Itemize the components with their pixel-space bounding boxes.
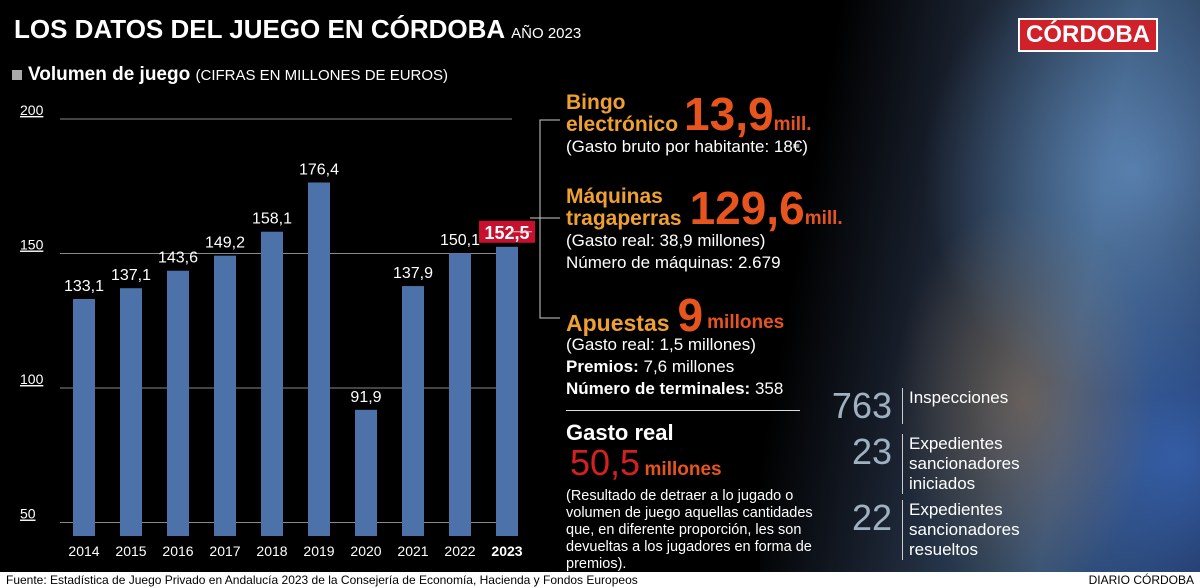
maquinas-note1: (Gasto real: 38,9 millones) (566, 231, 766, 250)
y-tick-label: 100 (20, 371, 44, 387)
bingo-value: 13,9 (684, 88, 774, 140)
data-label: 143,6 (158, 250, 198, 267)
bingo-block: Bingo electrónico 13,9 mill. (Gasto bruto … (566, 88, 812, 158)
gasto-unit: millones (644, 459, 722, 480)
stat-label: Expedientes sancionadores iniciados (902, 434, 1020, 494)
bar (73, 298, 95, 536)
source: Fuente: Estadística de Juego Privado en … (6, 573, 638, 587)
stat-inspecciones: 763 Inspecciones (826, 388, 1008, 424)
year: AÑO 2023 (511, 25, 582, 42)
bar (402, 286, 424, 536)
y-tick-label: 150 (20, 237, 44, 253)
bar (355, 409, 377, 536)
apuestas-label: Apuestas (566, 310, 670, 336)
gasto-block: Gasto real 50,5 millones (Resultado de d… (566, 420, 816, 573)
page-title: LOS DATOS DEL JUEGO EN CÓRDOBA AÑO 2023 (14, 14, 581, 45)
terminales-label: Número de terminales: (566, 379, 751, 398)
bingo-label2: electrónico (566, 113, 679, 136)
bar (120, 288, 142, 536)
stat-number: 763 (831, 385, 892, 426)
x-tick-label: 2015 (115, 543, 146, 559)
y-tick-label: 50 (20, 506, 36, 522)
chart-subtitle: (CIFRAS EN MILLONES DE EUROS) (195, 67, 449, 84)
x-tick-label: 2014 (68, 543, 99, 559)
highlight-label-bg (479, 220, 535, 243)
bar-chart: 50 100 150 200 133,1 2014 137,1 2015 143,6 2016 14… (20, 102, 535, 559)
bar (261, 231, 283, 536)
divider (566, 410, 800, 411)
stat-label: Expedientes sancionadores resueltos (902, 500, 1020, 560)
bingo-unit: mill. (773, 114, 812, 135)
apuestas-note: (Gasto real: 1,5 millones) (566, 335, 756, 354)
bar (214, 255, 236, 536)
bar (449, 253, 471, 536)
maquinas-note2: Número de máquinas: 2.679 (566, 253, 781, 272)
maquinas-value: 129,6 (689, 182, 805, 234)
maquinas-label: Máquinas (566, 185, 663, 208)
x-tick-label: 2023 (491, 543, 522, 559)
premios-label: Premios: (566, 357, 639, 376)
stat-number: 23 (851, 431, 892, 472)
x-tick-label: 2019 (303, 543, 334, 559)
apuestas-value: 9 (677, 289, 704, 341)
footer: Fuente: Estadística de Juego Privado en … (0, 572, 1200, 588)
bingo-label: Bingo (566, 91, 626, 114)
apuestas-unit: millones (707, 312, 785, 333)
maquinas-block: Máquinas tragaperras 129,6 mill. (Gasto re… (566, 182, 843, 274)
x-tick-label: 2018 (256, 543, 287, 559)
gasto-value: 50,5 (570, 442, 641, 483)
stat-label: Inspecciones (902, 388, 1008, 424)
stat-number: 22 (851, 497, 892, 538)
data-label: 137,1 (111, 267, 151, 284)
x-tick-label: 2020 (350, 543, 381, 559)
square-icon (12, 70, 22, 80)
x-tick-label: 2016 (162, 543, 193, 559)
terminales-value: 358 (754, 379, 784, 398)
premios-value: 7,6 millones (643, 357, 735, 376)
slot-machine-photo (760, 0, 1200, 572)
gasto-label: Gasto real (566, 420, 674, 445)
stat-resueltos: 22 Expedientes sancionadores resueltos (826, 497, 1020, 560)
gasto-note: (Resultado de detraer a lo jugado o volu… (566, 488, 813, 572)
logo: CÓRDOBA (1018, 18, 1158, 52)
chart-title: Volumen de juego (CIFRAS EN MILLONES DE … (12, 64, 448, 86)
credit: DIARIO CÓRDOBA (1088, 573, 1194, 587)
apuestas-block: Apuestas 9 millones (Gasto real: 1,5 mill… (566, 289, 785, 400)
bingo-note: (Gasto bruto por habitante: 18€) (566, 137, 808, 156)
data-label: 91,9 (350, 389, 381, 406)
bracket (530, 119, 560, 319)
data-label: 133,1 (64, 278, 104, 295)
data-label: 152,5 (484, 223, 529, 243)
maquinas-unit: mill. (804, 208, 843, 229)
data-label: 137,9 (393, 265, 433, 282)
bar (496, 246, 518, 536)
data-label: 176,4 (299, 161, 339, 178)
x-tick-label: 2017 (209, 543, 240, 559)
y-tick-label: 200 (20, 102, 44, 118)
bar (167, 270, 189, 536)
title-text: LOS DATOS DEL JUEGO EN CÓRDOBA (14, 14, 506, 44)
data-label: 149,2 (205, 235, 245, 252)
chart-title-text: Volumen de juego (28, 64, 191, 85)
bar (308, 182, 330, 536)
data-label: 158,1 (252, 211, 292, 228)
maquinas-label2: tragaperras (566, 207, 682, 230)
stat-iniciados: 23 Expedientes sancionadores iniciados (826, 431, 1020, 494)
x-tick-label: 2022 (444, 543, 475, 559)
data-label: 150,1 (440, 232, 480, 249)
x-tick-label: 2021 (397, 543, 428, 559)
